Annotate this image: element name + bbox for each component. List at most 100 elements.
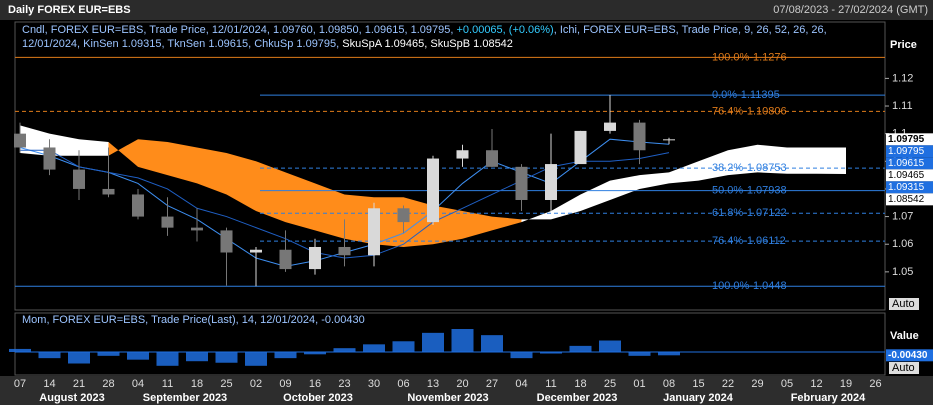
fib-label: 76.4%-1.10806 <box>712 105 787 117</box>
last-value-label: 1.09315 <box>888 182 925 193</box>
cloud-segment <box>639 172 669 189</box>
x-tick-label: 11 <box>545 378 556 390</box>
x-tick-label: 13 <box>427 378 439 390</box>
cloud-segment <box>669 161 699 184</box>
x-tick-label: 19 <box>840 378 852 390</box>
mom-bar <box>658 352 680 356</box>
candle-body <box>633 122 646 151</box>
x-tick-label: 08 <box>663 378 675 390</box>
last-value-box <box>886 181 933 194</box>
x-tick-label: 18 <box>574 378 586 390</box>
auto-label: Auto <box>892 298 915 310</box>
x-tick-label: 25 <box>604 378 616 390</box>
fib-label: 100.0%-1.0448 <box>712 280 787 292</box>
legend: Cndl, FOREX EUR=EBS, Trade Price, 12/01/… <box>22 24 827 36</box>
last-value-box <box>886 349 933 362</box>
last-value-label: 1.09615 <box>888 158 925 169</box>
candle-body <box>220 230 233 253</box>
fib-label: 100.0%-1.1276 <box>712 51 787 63</box>
x-tick-label: 21 <box>73 378 85 390</box>
candle-body <box>604 122 616 131</box>
legend-item: +0.00065, (+0.06%) <box>456 24 553 36</box>
mom-bar <box>481 335 503 353</box>
candle-body <box>73 169 85 189</box>
cloud-segment <box>787 147 817 174</box>
cloud-segment <box>285 172 315 231</box>
mom-bar <box>333 348 356 353</box>
x-tick-label: 01 <box>633 378 645 390</box>
x-tick-label: 14 <box>43 378 55 390</box>
cloud-segment <box>698 150 728 181</box>
mom-bar <box>392 341 415 353</box>
mom-bar <box>97 352 120 356</box>
cloud-segment <box>462 211 492 239</box>
cloud-segment <box>551 194 581 220</box>
auto-button[interactable] <box>889 298 919 310</box>
candle-body <box>515 166 528 200</box>
x-axis-bar <box>0 376 933 405</box>
y-tick-label: 1.12 <box>892 72 913 84</box>
x-tick-label: 27 <box>486 378 498 390</box>
mom-bar <box>422 332 444 353</box>
fib-label: 50.0%-1.07938 <box>712 185 787 197</box>
panel-frame <box>14 312 886 376</box>
chart-title: Daily FOREX EUR=EBS <box>8 4 131 16</box>
mom-bar <box>304 352 326 355</box>
last-value-box <box>886 169 933 182</box>
month-label: September 2023 <box>143 392 227 404</box>
legend-item: , Ichi, FOREX EUR=EBS, Trade Price, 9, 2… <box>554 24 827 36</box>
month-label: November 2023 <box>407 392 488 404</box>
x-tick-label: 05 <box>781 378 793 390</box>
last-value-label: 1.08542 <box>888 194 925 205</box>
mom-bar <box>156 352 179 366</box>
legend-item: SkuSpA 1.09465, SkuSpB 1.08542 <box>342 38 513 50</box>
month-label: October 2023 <box>283 392 353 404</box>
last-value-label: 1.09465 <box>888 170 925 181</box>
last-value-box <box>886 133 933 146</box>
cloud-segment <box>20 125 50 156</box>
y-tick-label: 1.07 <box>892 210 913 222</box>
x-tick-label: 06 <box>397 378 409 390</box>
mom-bar <box>540 352 562 354</box>
x-tick-label: 02 <box>250 378 262 390</box>
plot-frame <box>14 21 886 311</box>
fib-label: 0.0%-1.11395 <box>712 89 780 101</box>
candle-body <box>427 158 439 223</box>
x-tick-label: 09 <box>279 378 291 390</box>
cloud-segment <box>108 139 138 167</box>
cloud-segment <box>344 194 374 245</box>
last-value-box <box>886 145 933 158</box>
legend-item: 12/01/2024, KinSen 1.09315, TknSen 1.096… <box>22 38 342 50</box>
x-tick-label: 04 <box>132 378 144 390</box>
cloud-segment <box>580 180 610 212</box>
candle-body <box>309 246 321 270</box>
cloud-segment <box>138 139 168 176</box>
mom-bar <box>127 352 149 360</box>
x-tick-label: 16 <box>309 378 321 390</box>
candle-body <box>102 188 115 195</box>
mom-bar <box>68 352 90 364</box>
x-tick-label: 11 <box>162 378 173 390</box>
cloud-segment <box>816 147 846 175</box>
date-range: 07/08/2023 - 27/02/2024 (GMT) <box>773 4 928 16</box>
cloud-segment <box>167 141 197 184</box>
x-tick-label: 04 <box>515 378 527 390</box>
auto-button[interactable] <box>889 362 919 374</box>
x-tick-label: 22 <box>722 378 734 390</box>
month-label: December 2023 <box>537 392 618 404</box>
mom-bar <box>363 344 385 353</box>
candle-body <box>132 194 144 217</box>
mom-bar <box>510 352 533 359</box>
last-value-label: -0.00430 <box>888 350 928 361</box>
candle-body <box>368 208 380 256</box>
cloud-segment <box>492 216 522 231</box>
mom-bar <box>215 352 238 363</box>
cloud-segment <box>433 205 463 245</box>
month-label: February 2024 <box>791 392 866 404</box>
x-tick-label: 12 <box>810 378 822 390</box>
mom-bar <box>186 352 208 362</box>
cloud-segment <box>256 161 286 223</box>
cloud-segment <box>49 133 79 156</box>
mom-bar <box>451 329 474 353</box>
